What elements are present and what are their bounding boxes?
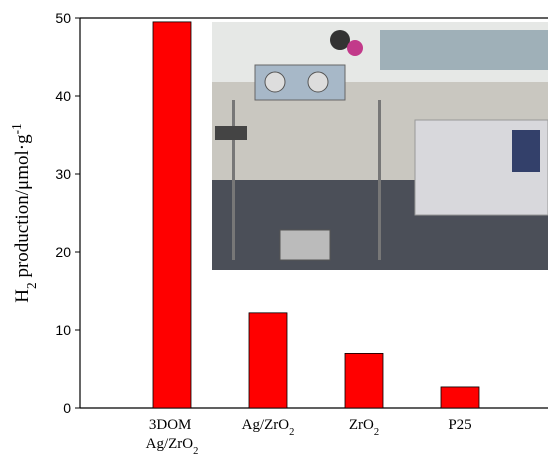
page: H2 production/μmol·g-1 0 10 20 30 40 50 3DOM A… <box>0 0 548 460</box>
y-tick-label: 10 <box>55 322 71 338</box>
y-tick-label: 30 <box>55 166 71 182</box>
bar <box>441 387 479 408</box>
chart: H2 production/μmol·g-1 0 10 20 30 40 50 3DOM A… <box>0 0 548 460</box>
y-tick-label: 40 <box>55 88 71 104</box>
y-tick-label: 20 <box>55 244 71 260</box>
x-tick-label: Ag/ZrO2 <box>242 417 295 438</box>
x-tick-label: P25 <box>448 417 471 433</box>
inset-photo <box>212 22 548 270</box>
y-tick-label: 50 <box>55 10 71 26</box>
x-tick-label: 3DOM Ag/ZrO2 <box>146 417 199 456</box>
bar <box>249 313 287 408</box>
y-tick-label: 0 <box>63 400 71 416</box>
x-tick-label: ZrO2 <box>349 417 379 438</box>
y-axis-label: H2 production/μmol·g-1 <box>9 123 39 302</box>
bar <box>345 353 383 408</box>
bar <box>153 22 191 408</box>
